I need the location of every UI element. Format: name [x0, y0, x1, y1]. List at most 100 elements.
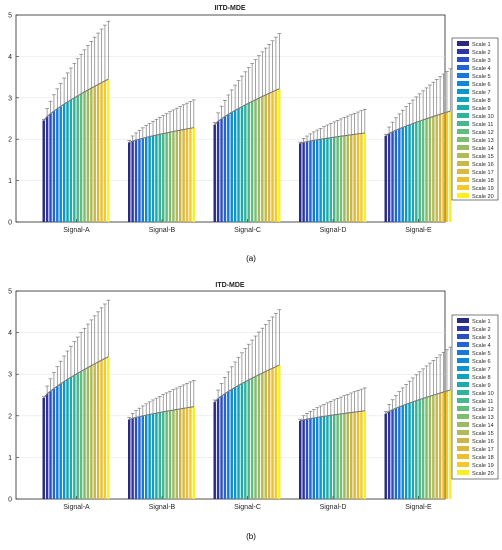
bar	[322, 416, 326, 499]
legend-label: Scale 16	[472, 439, 494, 445]
bar	[336, 414, 339, 499]
bar	[316, 417, 319, 499]
legend-item: Scale 7	[457, 89, 491, 96]
bar	[93, 363, 96, 499]
bar	[333, 414, 336, 499]
bar	[192, 127, 196, 222]
bar	[415, 400, 418, 499]
bar	[411, 401, 415, 499]
bar	[346, 412, 350, 499]
bar	[336, 136, 339, 222]
bar	[145, 415, 148, 499]
bar	[387, 133, 391, 222]
legend-label: Scale 19	[472, 186, 494, 192]
bar	[442, 113, 445, 222]
bar	[233, 387, 237, 499]
y-tick-label: 2	[8, 137, 12, 144]
mean-line	[300, 410, 365, 422]
bar	[261, 373, 264, 499]
legend-label: Scale 15	[472, 431, 494, 437]
legend-label: Scale 12	[472, 407, 494, 413]
bar	[309, 140, 312, 222]
legend-swatch	[457, 169, 469, 174]
bar	[134, 417, 138, 499]
bar	[356, 133, 360, 222]
legend-label: Scale 14	[472, 423, 494, 429]
bar	[168, 410, 172, 499]
legend-swatch	[457, 422, 469, 427]
bar	[398, 128, 401, 222]
legend-item: Scale 16	[457, 161, 494, 168]
bar	[192, 406, 196, 499]
x-tick-label: Signal-B	[149, 227, 176, 234]
y-tick-label: 5	[8, 289, 12, 296]
x-tick-label: Signal-C	[234, 227, 261, 234]
legend-label: Scale 11	[472, 399, 493, 405]
bar	[257, 374, 261, 499]
legend-item: Scale 3	[457, 334, 491, 341]
legend: Scale 1 Scale 2 Scale 3 Scale 4 Scale 5 Scale…	[451, 37, 499, 201]
bar	[418, 399, 421, 499]
bar	[52, 111, 56, 222]
legend-swatch	[457, 129, 469, 134]
bar	[100, 360, 103, 499]
legend-label: Scale 15	[472, 154, 494, 160]
legend-item: Scale 11	[457, 398, 493, 405]
bar	[134, 140, 138, 222]
legend-swatch	[457, 145, 469, 150]
bar	[69, 99, 73, 222]
bar	[316, 139, 319, 222]
bar	[79, 371, 83, 499]
legend-swatch	[457, 438, 469, 443]
bar-group-signal-c	[212, 33, 282, 222]
legend-swatch	[457, 41, 469, 46]
bar	[145, 137, 148, 222]
legend-swatch	[457, 374, 469, 379]
legend-swatch	[457, 89, 469, 94]
bar	[76, 373, 79, 499]
y-tick-label: 4	[8, 330, 12, 337]
bar	[131, 418, 134, 499]
bar	[346, 135, 350, 222]
bar	[220, 395, 223, 499]
legend-swatch	[457, 446, 469, 451]
bar	[138, 416, 141, 499]
legend-swatch	[457, 105, 469, 110]
legend-label: Scale 18	[472, 178, 494, 184]
legend-label: Scale 1	[472, 319, 491, 325]
legend-item: Scale 17	[457, 446, 494, 453]
legend-label: Scale 2	[472, 50, 491, 56]
bar	[90, 88, 93, 222]
legend-label: Scale 20	[472, 471, 494, 477]
bar	[360, 411, 363, 499]
bar	[391, 409, 394, 499]
x-axis-ticks: Signal-A Signal-B Signal-C Signal-D Signal-E	[63, 219, 432, 234]
legend-swatch	[457, 193, 469, 198]
bar	[418, 121, 421, 222]
legend-item: Scale 18	[457, 454, 494, 461]
legend-swatch	[457, 81, 469, 86]
bar	[62, 381, 66, 499]
legend-item: Scale 7	[457, 366, 491, 373]
bar	[438, 393, 442, 499]
bar	[185, 128, 189, 222]
x-tick-label: Signal-D	[320, 227, 347, 234]
bar	[189, 407, 192, 499]
bar	[387, 411, 391, 499]
bar	[329, 137, 333, 222]
legend-item: Scale 2	[457, 49, 491, 56]
legend-label: Scale 12	[472, 130, 494, 136]
bar	[264, 94, 267, 222]
bar	[432, 116, 435, 222]
bar	[83, 369, 86, 499]
bar	[247, 103, 250, 222]
legend-item: Scale 14	[457, 422, 494, 429]
bar	[128, 419, 131, 499]
bar	[76, 95, 79, 222]
bar	[384, 135, 387, 222]
bar	[309, 418, 312, 499]
bar	[86, 90, 90, 222]
bar	[213, 402, 216, 499]
bar	[189, 128, 192, 222]
legend-item: Scale 13	[457, 137, 494, 144]
